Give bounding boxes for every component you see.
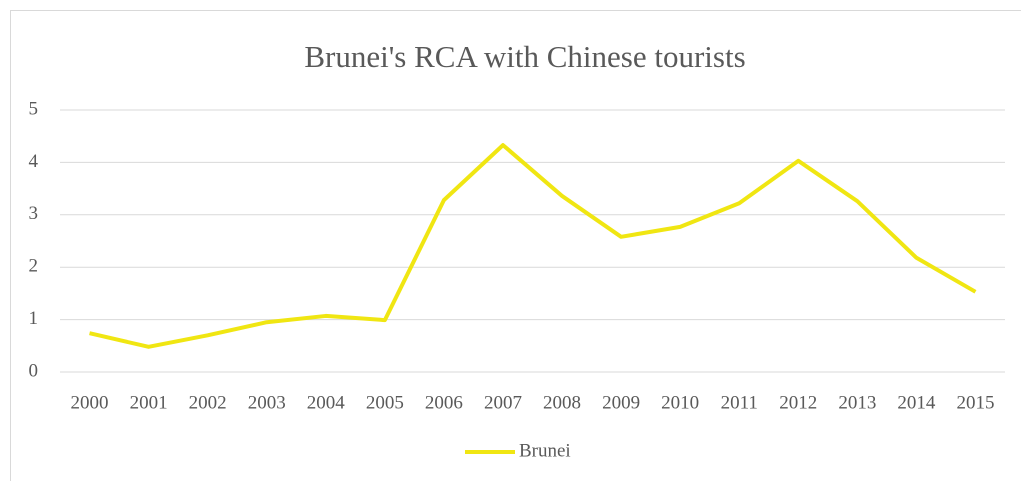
x-tick-label: 2007 (484, 392, 522, 413)
x-tick-label: 2011 (721, 392, 758, 413)
x-tick-label: 2010 (661, 392, 699, 413)
x-tick-label: 2004 (307, 392, 346, 413)
x-tick-label: 2000 (71, 392, 109, 413)
y-tick-label: 0 (29, 360, 39, 381)
chart-title: Brunei's RCA with Chinese tourists (304, 39, 745, 74)
x-tick-label: 2008 (543, 392, 581, 413)
x-tick-label: 2015 (956, 392, 994, 413)
y-tick-label: 2 (29, 256, 39, 277)
chart-frame (10, 10, 1021, 481)
x-tick-label: 2006 (425, 392, 463, 413)
x-tick-label: 2005 (366, 392, 404, 413)
line-series (89, 143, 977, 349)
x-tick-label: 2012 (779, 392, 817, 413)
x-tick-label: 2001 (130, 392, 168, 413)
y-tick-label: 5 (29, 98, 39, 119)
x-tick-label: 2009 (602, 392, 640, 413)
x-tick-label: 2003 (248, 392, 286, 413)
y-tick-label: 1 (29, 308, 39, 329)
y-tick-label: 4 (29, 151, 39, 172)
y-tick-label: 3 (29, 203, 39, 224)
x-tick-label: 2002 (189, 392, 227, 413)
x-tick-label: 2013 (838, 392, 876, 413)
x-tick-label: 2014 (897, 392, 936, 413)
legend-label: Brunei (519, 440, 571, 461)
